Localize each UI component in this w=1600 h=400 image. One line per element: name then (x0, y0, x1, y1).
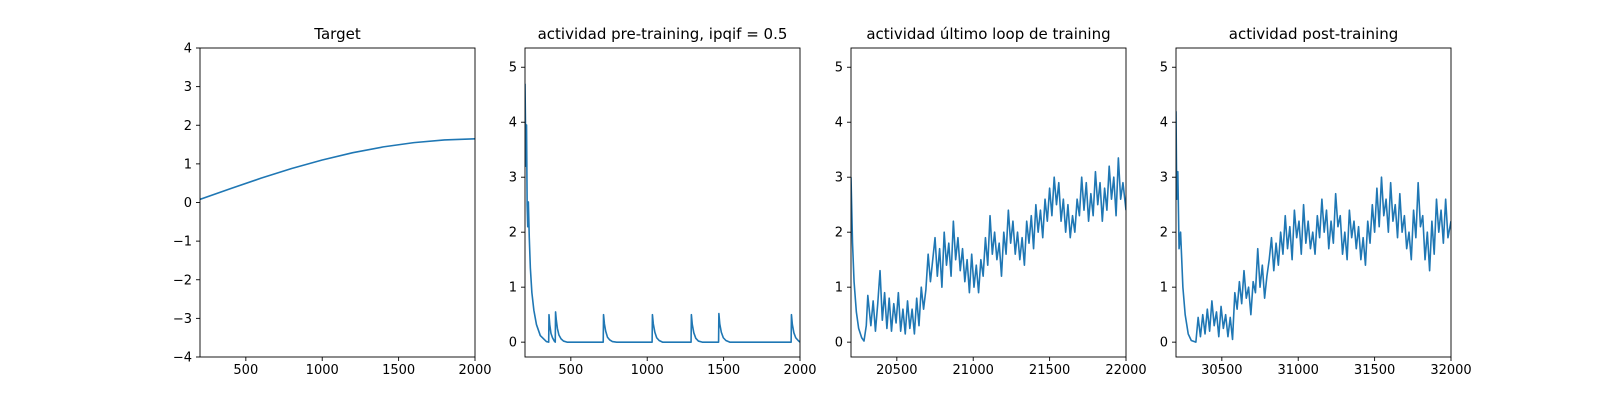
y-tick-label: 1 (509, 281, 517, 296)
y-tick-label: 4 (1160, 116, 1168, 131)
y-tick-label: −4 (173, 351, 192, 366)
y-tick-label: 3 (509, 171, 517, 186)
chart-title: actividad último loop de training (866, 25, 1110, 43)
y-tick-label: −3 (173, 312, 192, 327)
chart-title: Target (313, 25, 361, 43)
x-tick-label: 21000 (953, 363, 994, 378)
x-tick-label: 2000 (458, 363, 491, 378)
x-tick-label: 500 (558, 363, 583, 378)
chart-title: actividad post-training (1229, 25, 1398, 43)
axes-frame (199, 47, 476, 358)
axes-frame (524, 47, 801, 358)
chart-panel-2: 500 1000 1500 2000 0 1 2 3 4 5 actividad pre-train… (509, 25, 817, 378)
axes-frame (850, 47, 1127, 358)
y-tick-label: 5 (1160, 61, 1168, 76)
x-tick-label: 22000 (1105, 363, 1146, 378)
chart-title: actividad pre-training, ipqif = 0.5 (538, 25, 788, 43)
y-tick-label: 1 (184, 157, 192, 172)
y-tick-label: 1 (835, 281, 843, 296)
chart-panel-4: 30500 31000 31500 32000 0 1 2 3 4 5 actividad post… (1160, 25, 1472, 378)
y-tick-label: 3 (184, 80, 192, 95)
y-tick-label: 0 (1160, 336, 1168, 351)
y-tick-label: 5 (835, 61, 843, 76)
x-tick-label: 32000 (1430, 363, 1471, 378)
y-tick-label: 2 (1160, 226, 1168, 241)
x-tick-label: 500 (233, 363, 258, 378)
series-line-2-1 (525, 83, 800, 343)
x-tick-label: 1500 (707, 363, 740, 378)
y-tick-label: 3 (835, 171, 843, 186)
x-tick-label: 30500 (1201, 363, 1242, 378)
chart-panel-3: 20500 21000 21500 22000 0 1 2 3 4 5 actividad últi… (835, 25, 1147, 378)
y-tick-label: −1 (173, 235, 192, 250)
y-tick-label: 1 (1160, 281, 1168, 296)
y-tick-label: 0 (835, 336, 843, 351)
x-tick-label: 21500 (1029, 363, 1070, 378)
axes-frame (1175, 47, 1452, 358)
y-tick-label: 0 (509, 336, 517, 351)
y-tick-label: 3 (1160, 171, 1168, 186)
y-tick-label: 4 (184, 42, 192, 57)
y-tick-label: 2 (184, 119, 192, 134)
y-tick-label: 2 (835, 226, 843, 241)
x-tick-label: 2000 (783, 363, 816, 378)
series-line-3-1 (851, 157, 1126, 342)
series-line-1-1 (200, 137, 475, 201)
y-tick-label: 0 (184, 196, 192, 211)
y-tick-label: 5 (509, 61, 517, 76)
y-tick-label: −2 (173, 273, 192, 288)
x-tick-label: 31000 (1278, 363, 1319, 378)
series-line-4-1 (1176, 111, 1451, 343)
x-tick-label: 1500 (382, 363, 415, 378)
chart-panel-1: 500 1000 1500 2000 −4 −3 −2 −1 0 1 2 3 4 Target (173, 25, 492, 378)
y-tick-label: 4 (835, 116, 843, 131)
y-tick-label: 2 (509, 226, 517, 241)
x-tick-label: 1000 (306, 363, 339, 378)
x-tick-label: 31500 (1354, 363, 1395, 378)
x-tick-label: 20500 (876, 363, 917, 378)
x-tick-label: 1000 (631, 363, 664, 378)
y-tick-label: 4 (509, 116, 517, 131)
